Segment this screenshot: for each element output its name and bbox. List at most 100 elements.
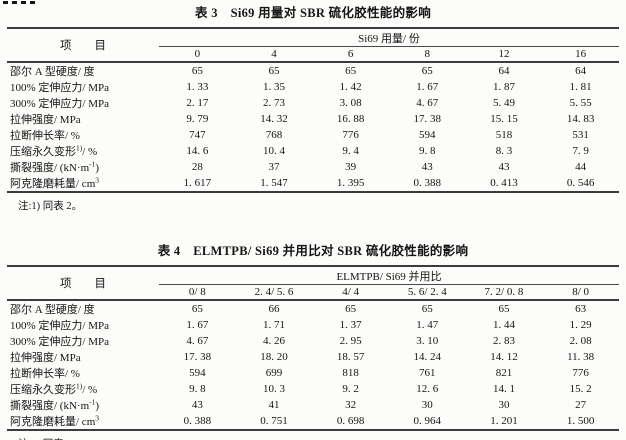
cell-value: 1. 547 (260, 177, 288, 189)
cell-value: 1. 29 (569, 319, 592, 331)
cell-value: 27 (575, 399, 587, 411)
cell-value: 2. 17 (186, 97, 209, 109)
table4-row: 拉断伸长率/ % 594 699 818 761 821 776 (7, 365, 619, 381)
table3-group-header: Si69 用量/ 份 (159, 28, 619, 47)
cell-value: 1. 42 (339, 81, 362, 93)
cell-value: 761 (419, 367, 436, 379)
table3-column-header: 0 (194, 48, 201, 60)
table3-row: 邵尔 A 型硬度/ 度 65 65 65 65 64 64 (7, 62, 619, 79)
row-label: 拉断伸长率/ % (10, 368, 80, 380)
cell-value: 747 (189, 129, 206, 141)
cell-value: 9. 4 (342, 145, 359, 157)
cell-value: 28 (191, 161, 203, 173)
cell-value: 65 (421, 65, 433, 77)
cell-value: 1. 37 (339, 319, 362, 331)
table3-column-header: 16 (575, 48, 587, 60)
superscript: 3 (95, 413, 99, 423)
cell-value: 15. 15 (490, 113, 518, 125)
table4-row: 邵尔 A 型硬度/ 度 65 66 65 65 65 63 (7, 300, 619, 317)
table4-group-row: 项 目 ELMTPB/ Si69 并用比 (7, 266, 619, 290)
table4: 项 目 ELMTPB/ Si69 并用比 0/ 8 2. 4/ 5. 6 4/ 4 5… (7, 265, 619, 431)
cell-value: 5. 49 (492, 97, 515, 109)
cell-value: 63 (575, 303, 587, 315)
cell-value: 18. 20 (260, 351, 288, 363)
cell-value: 3. 08 (339, 97, 362, 109)
cell-value: 14. 6 (186, 145, 209, 157)
cell-value: 32 (345, 399, 357, 411)
row-label: 压缩永久变形1)/ % (10, 143, 98, 158)
cell-value: 9. 79 (186, 113, 209, 125)
superscript: -1 (89, 397, 96, 407)
cell-value: 7. 9 (572, 145, 589, 157)
table4-column-header: 0/ 8 (188, 286, 206, 298)
row-label: 300% 定伸应力/ MPa (10, 336, 109, 348)
table3-title: 表 3 Si69 用量对 SBR 硫化胶性能的影响 (195, 6, 431, 20)
superscript: -1 (89, 159, 96, 169)
cell-value: 65 (191, 65, 203, 77)
row-label: 阿克隆磨耗量/ cm3 (10, 413, 99, 428)
cell-value: 14. 1 (492, 383, 515, 395)
row-label: 邵尔 A 型硬度/ 度 (10, 66, 95, 78)
cell-value: 0. 546 (566, 177, 595, 189)
cell-value: 39 (345, 161, 357, 173)
cell-value: 11. 38 (567, 351, 595, 363)
cell-value: 0. 964 (413, 415, 442, 427)
table4-header: 项 目 ELMTPB/ Si69 并用比 0/ 8 2. 4/ 5. 6 4/ 4 5… (7, 266, 619, 300)
cell-value: 10. 4 (262, 145, 285, 157)
cell-value: 776 (342, 129, 359, 141)
cell-value: 15. 2 (569, 383, 592, 395)
cell-value: 594 (189, 367, 206, 379)
superscript: 1) (76, 381, 83, 391)
cell-value: 66 (268, 303, 280, 315)
cell-value: 1. 87 (492, 81, 515, 93)
cell-value: 41 (268, 399, 280, 411)
row-label: 撕裂强度/ (kN·m-1) (10, 159, 100, 174)
table3-row: 拉断伸长率/ % 747 768 776 594 518 531 (7, 127, 619, 143)
cell-value: 1. 47 (416, 319, 439, 331)
cell-value: 14. 32 (260, 113, 288, 125)
row-label: 100% 定伸应力/ MPa (10, 82, 109, 94)
cell-value: 0. 388 (413, 177, 442, 189)
cell-value: 1. 201 (490, 415, 518, 427)
cell-value: 37 (268, 161, 280, 173)
row-label: 100% 定伸应力/ MPa (10, 320, 109, 332)
cell-value: 17. 38 (183, 351, 212, 363)
row-label: 拉伸强度/ MPa (10, 352, 81, 364)
table3-column-header: 8 (424, 48, 431, 60)
cell-value: 44 (575, 161, 587, 173)
cell-value: 4. 67 (416, 97, 439, 109)
cell-value: 65 (191, 303, 203, 315)
cell-value: 1. 81 (569, 81, 592, 93)
row-label: 压缩永久变形1)/ % (10, 381, 98, 396)
table3-row: 压缩永久变形1)/ % 14. 6 10. 4 9. 4 9. 8 8. 3 7. 9 (7, 143, 619, 159)
cell-value: 818 (342, 367, 359, 379)
cell-value: 14. 83 (566, 113, 595, 125)
table3-group-row: 项 目 Si69 用量/ 份 (7, 28, 619, 52)
cell-value: 30 (498, 399, 510, 411)
cell-value: 594 (419, 129, 436, 141)
cell-value: 1. 33 (186, 81, 209, 93)
cell-value: 0. 751 (260, 415, 288, 427)
table4-column-header: 7. 2/ 0. 8 (484, 286, 524, 298)
row-label: 撕裂强度/ (kN·m-1) (10, 397, 100, 412)
table3-body: 邵尔 A 型硬度/ 度 65 65 65 65 64 64 100% 定伸应力/ MPa 1. … (7, 62, 619, 192)
table4-column-header: 2. 4/ 5. 6 (254, 286, 294, 298)
table4-column-header: 4/ 4 (342, 286, 360, 298)
table3-column-header: 12 (498, 48, 510, 60)
table4-row: 100% 定伸应力/ MPa 1. 67 1. 71 1. 37 1. 47 1. 44 1… (7, 317, 619, 333)
scan-artifact-marks (3, 0, 39, 4)
cell-value: 65 (268, 65, 280, 77)
table4-section: 表 4 ELMTPB/ Si69 并用比对 SBR 硫化胶性能的影响 项 目 E… (7, 244, 619, 440)
cell-value: 17. 38 (413, 113, 442, 125)
table3-row: 300% 定伸应力/ MPa 2. 17 2. 73 3. 08 4. 67 5. 49 5… (7, 95, 619, 111)
cell-value: 8. 3 (495, 145, 513, 157)
cell-value: 531 (572, 129, 589, 141)
cell-value: 1. 35 (262, 81, 285, 93)
table4-body: 邵尔 A 型硬度/ 度 65 66 65 65 65 63 100% 定伸应力/ MPa 1. … (7, 300, 619, 430)
table4-row: 300% 定伸应力/ MPa 4. 67 4. 26 2. 95 3. 10 2. 83 2… (7, 333, 619, 349)
row-label: 300% 定伸应力/ MPa (10, 98, 109, 110)
table3-header: 项 目 Si69 用量/ 份 0 4 6 8 12 16 (7, 28, 619, 62)
cell-value: 5. 55 (569, 97, 592, 109)
cell-value: 9. 2 (342, 383, 359, 395)
cell-value: 2. 73 (262, 97, 285, 109)
